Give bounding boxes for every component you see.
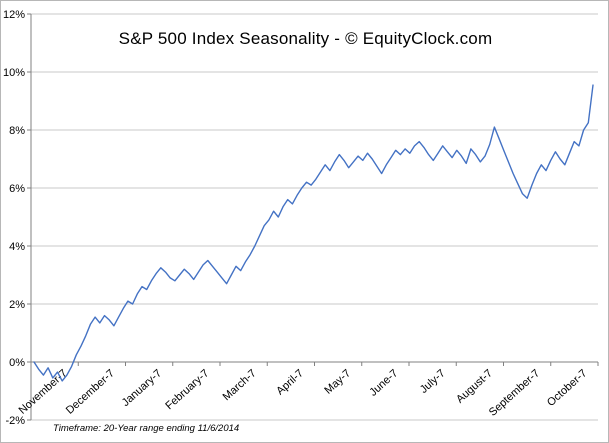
y-tick-label: -2% xyxy=(5,415,25,427)
chart-title: S&P 500 Index Seasonality - © EquityCloc… xyxy=(118,29,493,48)
x-tick-label: April-7 xyxy=(274,367,306,397)
x-tick-label: June-7 xyxy=(367,367,400,398)
x-tick-label: March-7 xyxy=(221,367,259,403)
x-tick-label: August-7 xyxy=(454,367,495,405)
chart-footnote: Timeframe: 20-Year range ending 11/6/201… xyxy=(53,423,240,434)
y-tick-label: 2% xyxy=(9,299,25,311)
x-tick-label: December-7 xyxy=(64,367,117,416)
seasonality-line xyxy=(33,84,594,382)
x-tick-label: May-7 xyxy=(322,367,353,396)
y-tick-label: 10% xyxy=(3,67,25,79)
y-tick-label: 6% xyxy=(9,183,25,195)
y-tick-label: 4% xyxy=(9,241,25,253)
y-tick-label: 0% xyxy=(9,357,25,369)
x-tick-label: January-7 xyxy=(120,367,164,409)
x-tick-label: October-7 xyxy=(545,367,589,409)
y-tick-label: 8% xyxy=(9,125,25,137)
x-tick-label: February-7 xyxy=(163,367,211,412)
y-tick-label: 12% xyxy=(3,9,25,21)
x-tick-label: July-7 xyxy=(418,367,448,396)
x-tick-label: September-7 xyxy=(487,367,542,418)
